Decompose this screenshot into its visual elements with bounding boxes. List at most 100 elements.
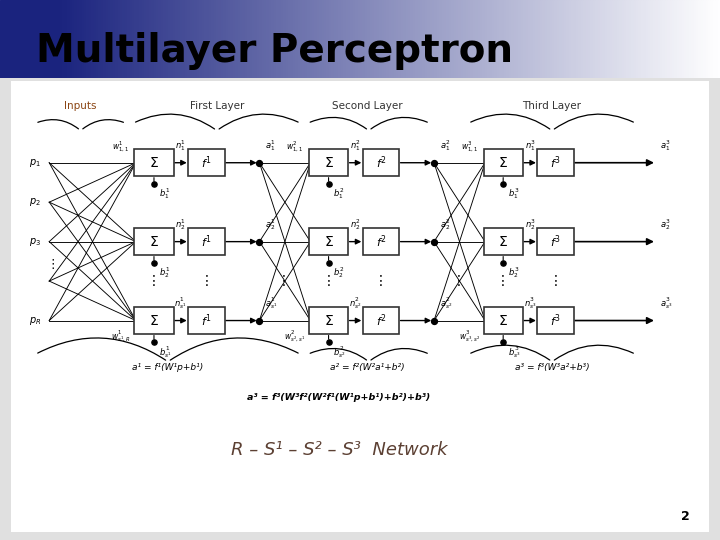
Bar (648, 0, 650, 78)
Bar (559, 0, 562, 78)
Bar (125, 0, 127, 78)
Bar (362, 0, 365, 78)
Bar (297, 0, 300, 78)
Bar (230, 0, 233, 78)
Bar (355, 0, 358, 78)
Bar (715, 0, 718, 78)
Bar (621, 0, 624, 78)
Bar (180, 0, 182, 78)
Bar (449, 0, 451, 78)
Bar (269, 0, 271, 78)
Bar (384, 0, 387, 78)
Text: 2: 2 (681, 510, 690, 523)
Text: $b^3_1$: $b^3_1$ (508, 186, 519, 201)
Bar (439, 0, 441, 78)
Bar (348, 0, 351, 78)
FancyBboxPatch shape (135, 228, 174, 255)
Bar (163, 0, 166, 78)
FancyBboxPatch shape (537, 150, 574, 176)
Bar (670, 0, 672, 78)
Bar (423, 0, 425, 78)
FancyBboxPatch shape (363, 228, 399, 255)
Bar (58, 0, 60, 78)
Bar (144, 0, 146, 78)
Text: a¹ = f¹(W¹p+b¹): a¹ = f¹(W¹p+b¹) (132, 363, 204, 372)
Text: $n^2_{s^2}$: $n^2_{s^2}$ (349, 295, 362, 311)
Bar (117, 0, 120, 78)
Bar (603, 0, 605, 78)
Text: $p_1$: $p_1$ (29, 157, 41, 168)
Bar (518, 0, 521, 78)
FancyBboxPatch shape (135, 150, 174, 176)
Bar (238, 0, 240, 78)
Bar (106, 0, 108, 78)
Bar (677, 0, 679, 78)
Text: $a^3_2$: $a^3_2$ (660, 217, 670, 232)
Text: Σ: Σ (150, 156, 158, 170)
Point (428, 316, 440, 325)
Text: Third Layer: Third Layer (523, 102, 582, 111)
FancyBboxPatch shape (309, 228, 348, 255)
Bar (295, 0, 297, 78)
Text: $p_R$: $p_R$ (29, 314, 41, 327)
Bar (549, 0, 552, 78)
Bar (322, 0, 324, 78)
Bar (487, 0, 490, 78)
Bar (310, 0, 312, 78)
Bar (300, 0, 302, 78)
Text: $f^2$: $f^2$ (376, 233, 387, 250)
FancyBboxPatch shape (363, 150, 399, 176)
Bar (581, 0, 583, 78)
Text: $n^2_1$: $n^2_1$ (350, 138, 361, 153)
Bar (434, 0, 437, 78)
Bar (511, 0, 513, 78)
Bar (55, 0, 58, 78)
Text: Σ: Σ (324, 314, 333, 328)
Bar (286, 0, 288, 78)
Text: $f^3$: $f^3$ (550, 154, 561, 171)
Bar (535, 0, 538, 78)
Bar (173, 0, 175, 78)
Bar (74, 0, 77, 78)
Bar (451, 0, 454, 78)
FancyBboxPatch shape (484, 228, 523, 255)
Bar (413, 0, 415, 78)
Text: $a^2_1$: $a^2_1$ (440, 138, 450, 153)
Bar (427, 0, 430, 78)
Text: $b^1_{s^1}$: $b^1_{s^1}$ (159, 344, 171, 360)
Bar (585, 0, 588, 78)
Bar (113, 0, 115, 78)
Text: $f^3$: $f^3$ (550, 233, 561, 250)
Bar (369, 0, 372, 78)
Bar (197, 0, 199, 78)
Bar (526, 0, 528, 78)
Point (148, 259, 160, 267)
Bar (574, 0, 576, 78)
Bar (365, 0, 367, 78)
Bar (305, 0, 307, 78)
Bar (65, 0, 67, 78)
Bar (343, 0, 346, 78)
Bar (353, 0, 355, 78)
Bar (437, 0, 439, 78)
Bar (446, 0, 449, 78)
Bar (708, 0, 711, 78)
Bar (72, 0, 74, 78)
Bar (27, 0, 29, 78)
Bar (403, 0, 405, 78)
Bar (252, 0, 254, 78)
Bar (317, 0, 319, 78)
Text: ⋮: ⋮ (451, 274, 465, 288)
Bar (444, 0, 446, 78)
Text: ⋮: ⋮ (47, 258, 59, 271)
Bar (569, 0, 571, 78)
Bar (614, 0, 617, 78)
Bar (653, 0, 655, 78)
Point (148, 338, 160, 346)
Text: Σ: Σ (324, 235, 333, 248)
Bar (475, 0, 477, 78)
Bar (12, 0, 14, 78)
Bar (405, 0, 408, 78)
Bar (14, 0, 17, 78)
Text: ⋮: ⋮ (277, 274, 291, 288)
